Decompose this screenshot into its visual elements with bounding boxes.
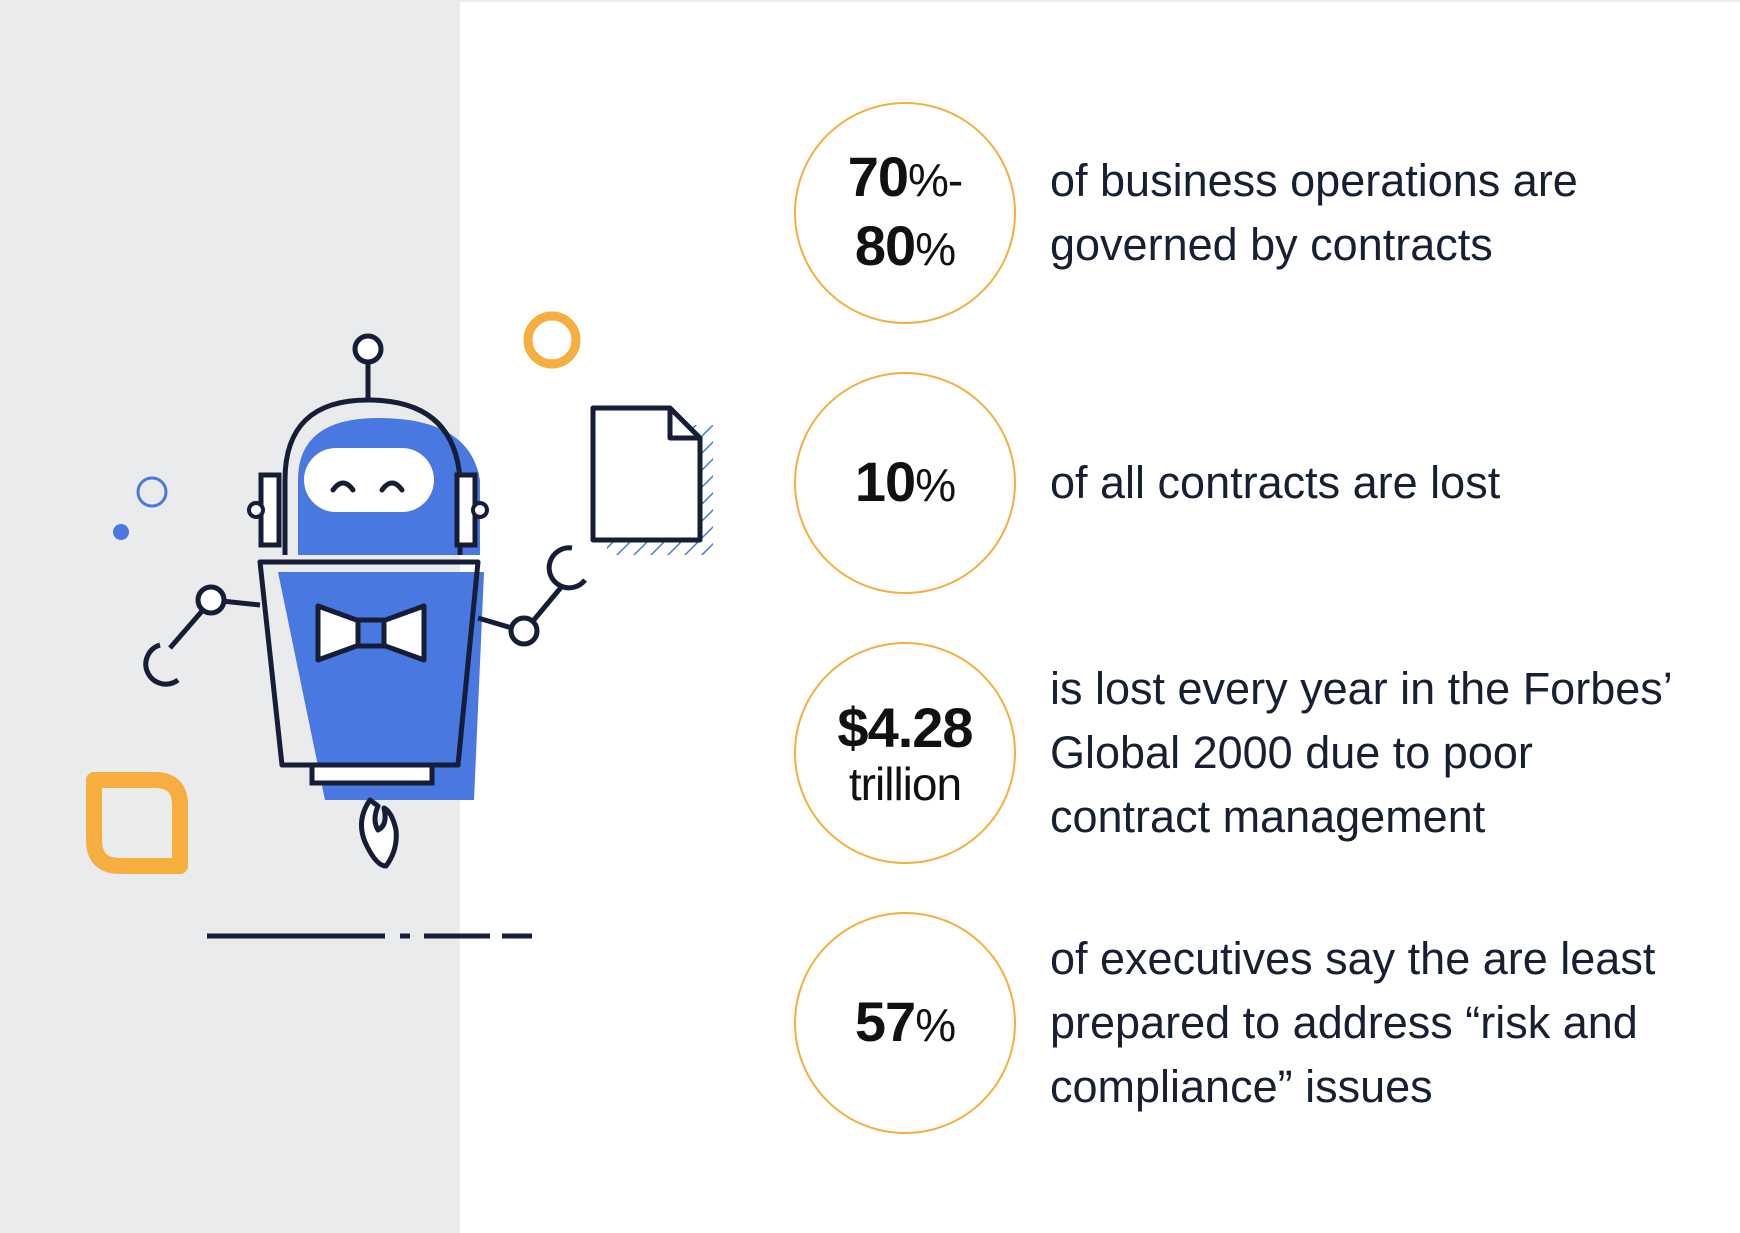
stat-value-number: 10 — [854, 449, 916, 513]
stat-money-lost: $4.28 trillion is lost every year in the… — [794, 642, 1674, 864]
stat-percent-sign: % — [915, 998, 956, 1051]
frame-border — [460, 0, 1740, 2]
stat-value-line2: 80 — [854, 214, 916, 277]
stat-value: 70%- 80% — [847, 144, 964, 282]
robot-illustration — [86, 311, 713, 939]
stat-circle: 57% — [794, 912, 1016, 1134]
stat-value-line1: 70 — [847, 145, 909, 208]
stat-circle: 70%- 80% — [794, 102, 1016, 324]
bow-tie-icon — [315, 603, 427, 663]
stat-value-number: 57 — [854, 989, 916, 1053]
stat-description: of executives say the are least prepared… — [1050, 933, 1656, 1112]
rocket-flame-icon — [358, 797, 399, 869]
stat-contracts-lost: 10% of all contracts are lost — [794, 372, 1674, 594]
stat-circle: 10% — [794, 372, 1016, 594]
stat-percent-sign: % — [915, 223, 956, 275]
stat-executives: 57% of executives say the are least prep… — [794, 912, 1674, 1134]
orange-corner-shape — [86, 772, 188, 874]
stat-value: 57% — [854, 989, 956, 1058]
stat-value: 10% — [854, 449, 956, 518]
stat-percent-sign: % — [915, 458, 956, 511]
stat-value: $4.28 trillion — [837, 696, 973, 810]
stat-percent-sign: %- — [908, 154, 963, 206]
stat-description: of all contracts are lost — [1050, 457, 1501, 508]
blue-dot-icon — [113, 524, 129, 540]
stat-circle: $4.28 trillion — [794, 642, 1016, 864]
document-icon — [590, 405, 713, 555]
stat-business-operations: 70%- 80% of business operations are gove… — [794, 102, 1674, 324]
stat-value-number: $4.28 — [837, 696, 973, 759]
stat-unit: trillion — [848, 758, 962, 810]
stat-description: of business operations are governed by c… — [1050, 155, 1578, 270]
blue-ring-icon — [136, 476, 168, 508]
orange-ring-icon — [523, 311, 581, 369]
stat-description: is lost every year in the Forbes’ Global… — [1050, 663, 1672, 842]
